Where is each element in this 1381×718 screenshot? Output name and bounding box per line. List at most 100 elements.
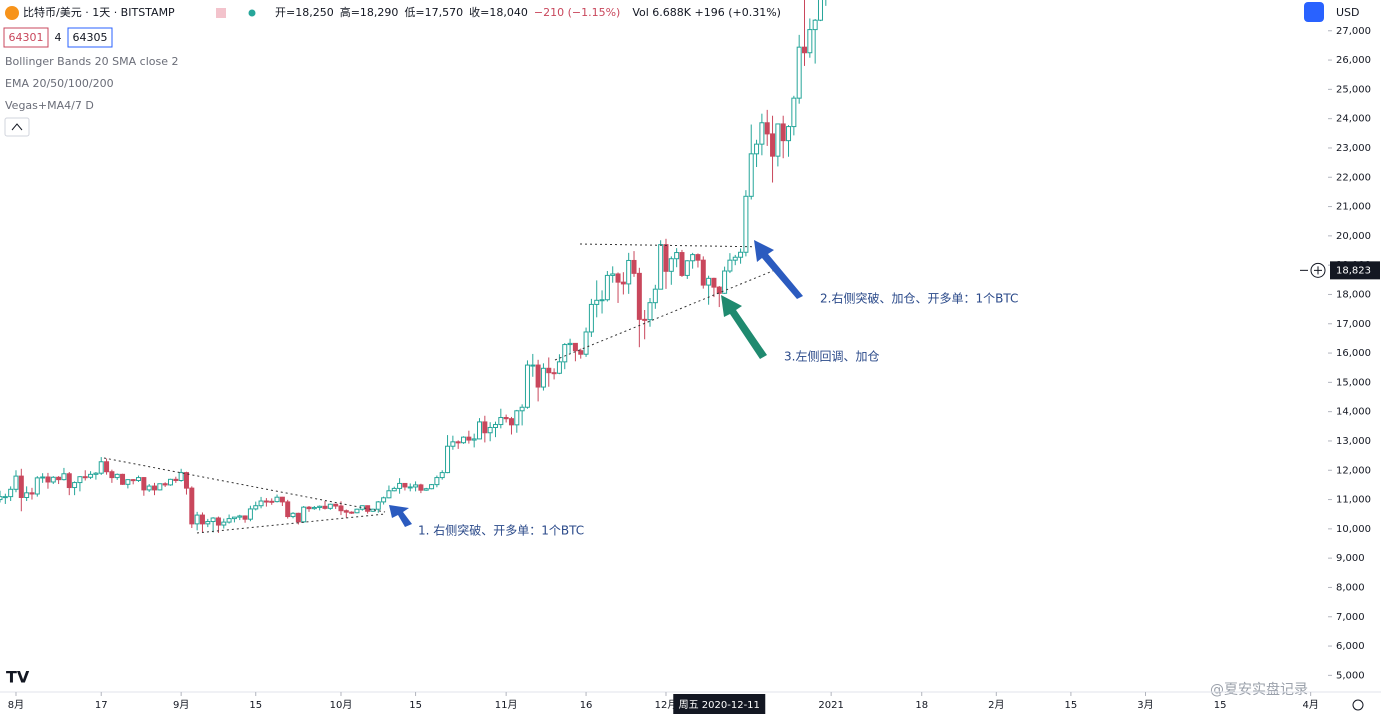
indicator[interactable]: Bollinger Bands 20 SMA close 2: [5, 55, 178, 68]
candle-body: [221, 521, 227, 526]
candle-body: [519, 406, 525, 412]
last-price-label: 18,823: [1336, 265, 1371, 276]
candle-body: [61, 473, 67, 481]
candle-body: [2, 496, 8, 499]
candle-body: [556, 361, 562, 374]
x-tick-label: 18: [915, 700, 928, 711]
y-tick-label: 8,000: [1336, 582, 1365, 593]
candle-body: [429, 484, 435, 490]
candle-body: [546, 367, 552, 374]
candle-body: [695, 254, 701, 261]
candle-body: [125, 479, 131, 485]
x-tick-label: 4月: [1302, 699, 1318, 711]
candle-body: [642, 318, 648, 321]
candle-body: [594, 299, 600, 305]
y-tick-label: 27,000: [1336, 26, 1371, 37]
ohlc-value: 收=18,040: [469, 5, 528, 19]
candle-body: [759, 122, 765, 145]
candle-body: [178, 472, 184, 482]
arrow: [754, 240, 803, 299]
x-tick-label: 16: [580, 700, 593, 711]
candle-body: [562, 344, 568, 363]
settings-icon[interactable]: [1352, 699, 1364, 711]
candle-body: [237, 515, 243, 518]
candle-body: [812, 19, 818, 31]
y-tick-label: 26,000: [1336, 55, 1371, 66]
candle-body: [253, 505, 259, 510]
x-tick-label: 3月: [1137, 699, 1153, 711]
candle-body: [317, 505, 323, 508]
candle-body: [706, 277, 712, 286]
flag-icon: [216, 8, 226, 18]
candle-body: [242, 515, 248, 520]
y-tick-label: 7,000: [1336, 612, 1365, 623]
candle-body: [508, 418, 514, 426]
y-tick-label: 6,000: [1336, 641, 1365, 652]
coin-icon: [5, 6, 19, 20]
y-tick-label: 17,000: [1336, 319, 1371, 330]
x-tick-label: 15: [409, 700, 422, 711]
candle-body: [679, 252, 685, 276]
candle-body: [583, 331, 589, 355]
candle-body: [535, 364, 541, 388]
candle-body: [152, 485, 158, 491]
price-box[interactable]: [67, 27, 113, 48]
candle-body: [82, 476, 88, 479]
currency-label[interactable]: USD: [1336, 6, 1360, 19]
candle-body: [647, 302, 653, 321]
candle-body: [407, 486, 413, 489]
candle-body: [391, 487, 397, 492]
arrow: [389, 505, 412, 527]
candle-body: [247, 508, 253, 520]
x-tick-label: 2021: [818, 700, 843, 711]
price-box[interactable]: [3, 27, 49, 48]
candle-body: [503, 417, 509, 420]
candle-body: [716, 286, 722, 294]
x-tick-label: 12月: [655, 699, 678, 711]
y-tick-label: 9,000: [1336, 553, 1365, 564]
candle-body: [173, 478, 179, 482]
candle-body: [487, 426, 493, 434]
candle-body: [114, 473, 120, 479]
candle-body: [807, 29, 813, 54]
candle-body: [56, 476, 62, 481]
y-tick-label: 13,000: [1336, 436, 1371, 447]
ohlc-value: −210 (−1.15%): [534, 6, 620, 19]
x-tick-label: 2月: [988, 699, 1004, 711]
candle-body: [626, 259, 632, 285]
candle-body: [274, 496, 280, 503]
candle-body: [199, 514, 205, 525]
candle-body: [530, 364, 536, 367]
candle-body: [455, 441, 461, 444]
candle-body: [72, 482, 78, 489]
y-tick-label: 21,000: [1336, 202, 1371, 213]
indicator[interactable]: EMA 20/50/100/200: [5, 77, 114, 90]
candle-body: [684, 260, 690, 276]
logo: TV: [6, 668, 30, 687]
candle-body: [652, 288, 658, 304]
compare-button[interactable]: [1304, 2, 1324, 22]
annotation: 2.右侧突破、加仓、开多单：1个BTC: [820, 291, 1018, 306]
candle-body: [524, 364, 530, 408]
candle-body: [780, 123, 786, 142]
indicator[interactable]: Vegas+MA4/7 D: [5, 99, 94, 112]
candle-body: [722, 270, 728, 294]
candle-body: [349, 511, 355, 514]
candle-body: [588, 303, 594, 333]
x-tick-label: 10月: [330, 699, 353, 711]
plot-area: [0, 0, 827, 533]
candle-body: [466, 436, 472, 441]
candle-body: [167, 478, 173, 486]
candle-body: [136, 477, 142, 482]
candle-body: [471, 438, 477, 441]
y-tick-label: 18,000: [1336, 289, 1371, 300]
candle-body: [572, 342, 578, 352]
candle-body: [711, 277, 717, 288]
collapse-button[interactable]: [4, 117, 30, 137]
candle-body: [0, 496, 3, 501]
candle-body: [604, 274, 610, 301]
last-price-tag: [1330, 261, 1380, 280]
y-tick-label: 20,000: [1336, 231, 1371, 242]
candle-body: [567, 342, 573, 346]
